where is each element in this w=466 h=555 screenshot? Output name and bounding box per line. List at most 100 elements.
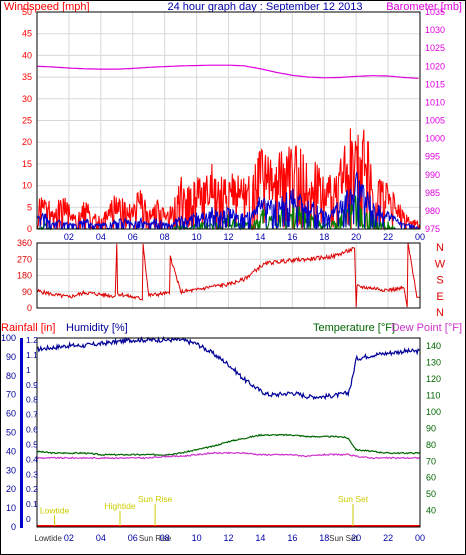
temperature-ytick-label: 130 xyxy=(426,358,441,368)
temperature-line xyxy=(36,433,421,457)
rainfall-ytick-label: 0.5 xyxy=(26,439,38,449)
barometer-ytick-label: 975 xyxy=(425,224,440,234)
compass-label: S xyxy=(436,275,443,287)
temp-hum-plot-frame xyxy=(36,337,421,528)
humidity-ylabel: Humidity [%] xyxy=(66,322,128,334)
direction-series xyxy=(36,242,420,308)
direction-yticks: 0 90 180 270 360 xyxy=(17,238,32,313)
humidity-ytick-label: 10 xyxy=(6,503,16,513)
wind-xtick-label: 08 xyxy=(160,232,170,242)
dewpoint-ylabel: Dew Point [°F] xyxy=(392,322,462,334)
humidity-ytick-label: 20 xyxy=(6,484,16,494)
temp-hum-xticks: 02 04 06 08 10 12 14 16 18 20 22 00 xyxy=(64,533,425,543)
wind-panel: Windspeed [mph] 24 hour graph day : Sept… xyxy=(4,1,462,242)
wind-ytick-label: 35 xyxy=(22,72,32,82)
wind-ytick-label: 40 xyxy=(22,50,32,60)
temperature-ytick-label: 100 xyxy=(426,407,441,417)
rainfall-ytick-label: 0 xyxy=(26,514,31,524)
bottom-annotation-label: Lowtide xyxy=(34,534,62,543)
humidity-ytick-label: 90 xyxy=(6,352,16,362)
temp-hum-xtick-label: 02 xyxy=(64,533,74,543)
rainfall-ytick-label: 0.1 xyxy=(26,499,38,509)
temperature-ytick-label: 120 xyxy=(426,374,441,384)
temp-hum-xtick-label: 10 xyxy=(192,533,202,543)
temperature-ytick-label: 50 xyxy=(426,489,436,499)
barometer-ytick-label: 980 xyxy=(425,206,440,216)
tide-sun-annotation: Sun Rise xyxy=(138,494,173,504)
temperature-ytick-label: 140 xyxy=(426,341,441,351)
barometer-yticks: 975 980 985 990 995 1000 1005 1010 1015 1020 1025 1… xyxy=(425,7,445,234)
tide-sun-annotation: Sun Set xyxy=(338,494,369,504)
wind-xtick-label: 00 xyxy=(415,232,425,242)
rainfall-ytick-label: 1.1 xyxy=(26,350,38,360)
rainfall-ytick-label: 0.3 xyxy=(26,469,38,479)
direction-plot-frame xyxy=(36,242,421,309)
compass-label: W xyxy=(435,258,446,270)
wind-xtick-label: 16 xyxy=(287,232,297,242)
barometer-ytick-label: 1010 xyxy=(425,97,445,107)
humidity-ytick-label: 80 xyxy=(6,371,16,381)
wind-ytick-label: 0 xyxy=(27,224,32,234)
barometer-ytick-label: 990 xyxy=(425,170,440,180)
temp-hum-xtick-label: 22 xyxy=(383,533,393,543)
rainfall-ytick-label: 1.2 xyxy=(26,335,38,345)
wind-ytick-label: 5 xyxy=(27,202,32,212)
wind-xtick-label: 22 xyxy=(383,232,393,242)
barometer-ytick-label: 995 xyxy=(425,152,440,162)
temp-hum-xtick-label: 00 xyxy=(415,533,425,543)
wind-xtick-label: 04 xyxy=(96,232,106,242)
barometer-line xyxy=(37,64,419,79)
tide-sun-annotation: Lowtide xyxy=(40,505,70,515)
rainfall-ytick-label: 0.6 xyxy=(26,425,38,435)
barometer-ylabel: Barometer [mb] xyxy=(386,1,462,13)
temperature-ytick-label: 40 xyxy=(426,506,436,516)
direction-ytick-label: 180 xyxy=(17,271,32,281)
compass-label: N xyxy=(436,307,444,319)
dewpoint-line xyxy=(36,451,421,460)
temp-hum-xtick-label: 08 xyxy=(160,533,170,543)
wind-ytick-label: 10 xyxy=(22,181,32,191)
direction-ytick-label: 270 xyxy=(17,254,32,264)
bottom-annotation-label: Sun Rise xyxy=(139,534,172,543)
temp-hum-xtick-label: 14 xyxy=(255,533,265,543)
wind-ytick-label: 50 xyxy=(22,7,32,17)
humidity-ytick-label: 30 xyxy=(6,465,16,475)
temp-hum-xtick-label: 20 xyxy=(351,533,361,543)
humidity-ytick-label: 60 xyxy=(6,409,16,419)
temperature-ytick-label: 80 xyxy=(426,440,436,450)
temperature-ytick-label: 70 xyxy=(426,456,436,466)
wind-xtick-label: 18 xyxy=(319,232,329,242)
temp-hum-series xyxy=(36,335,421,527)
wind-xtick-label: 14 xyxy=(255,232,265,242)
barometer-ytick-label: 1015 xyxy=(425,79,445,89)
temp-hum-xtick-label: 06 xyxy=(128,533,138,543)
humidity-ytick-label: 100 xyxy=(1,333,16,343)
rainfall-ytick-label: 0.9 xyxy=(26,380,38,390)
rainfall-ytick-label: 1 xyxy=(26,365,31,375)
rainfall-ytick-label: 0.2 xyxy=(26,484,38,494)
barometer-ytick-label: 1035 xyxy=(425,7,445,17)
temp-hum-xtick-label: 12 xyxy=(223,533,233,543)
tide-sun-annotation: Hightide xyxy=(104,501,135,511)
wind-ytick-label: 15 xyxy=(22,159,32,169)
humidity-ytick-label: 70 xyxy=(6,390,16,400)
humidity-ytick-label: 50 xyxy=(6,428,16,438)
compass-label: E xyxy=(436,291,443,303)
direction-ytick-label: 360 xyxy=(17,238,32,248)
direction-line xyxy=(36,242,420,308)
direction-ytick-label: 0 xyxy=(27,303,32,313)
rainfall-ytick-label: 0.8 xyxy=(26,395,38,405)
wind-xtick-label: 10 xyxy=(192,232,202,242)
humidity-axis-bar xyxy=(20,338,23,528)
chart-title: 24 hour graph day : September 12 2013 xyxy=(167,1,362,13)
temperature-ytick-label: 90 xyxy=(426,423,436,433)
wind-ytick-label: 20 xyxy=(22,137,32,147)
barometer-ytick-label: 1000 xyxy=(425,134,445,144)
wind-xticks: 02 04 06 08 10 12 14 16 18 20 22 00 xyxy=(64,232,425,242)
temp-hum-panel: Rainfall [in] Humidity [%] Temperature [… xyxy=(1,322,462,543)
humidity-ytick-label: 40 xyxy=(6,446,16,456)
wind-yticks: 0 5 10 15 20 25 30 35 40 45 50 xyxy=(22,7,32,234)
